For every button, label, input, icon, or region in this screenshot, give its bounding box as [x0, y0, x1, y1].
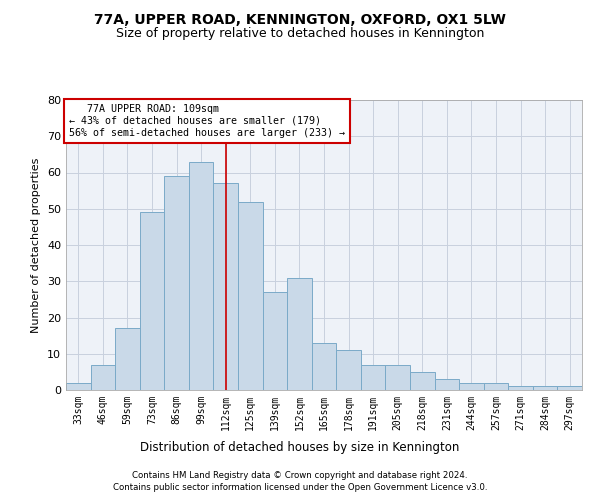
Text: Contains public sector information licensed under the Open Government Licence v3: Contains public sector information licen… — [113, 483, 487, 492]
Bar — [385, 364, 410, 390]
Text: 77A, UPPER ROAD, KENNINGTON, OXFORD, OX1 5LW: 77A, UPPER ROAD, KENNINGTON, OXFORD, OX1… — [94, 12, 506, 26]
Bar — [140, 212, 164, 390]
Bar — [484, 383, 508, 390]
Bar — [312, 343, 336, 390]
Bar — [287, 278, 312, 390]
Text: Contains HM Land Registry data © Crown copyright and database right 2024.: Contains HM Land Registry data © Crown c… — [132, 472, 468, 480]
Bar — [91, 364, 115, 390]
Bar — [214, 184, 238, 390]
Bar — [533, 386, 557, 390]
Bar — [164, 176, 189, 390]
Text: Distribution of detached houses by size in Kennington: Distribution of detached houses by size … — [140, 441, 460, 454]
Bar — [557, 386, 582, 390]
Bar — [115, 328, 140, 390]
Bar — [263, 292, 287, 390]
Bar — [336, 350, 361, 390]
Bar — [361, 364, 385, 390]
Bar — [410, 372, 434, 390]
Bar — [189, 162, 214, 390]
Bar — [508, 386, 533, 390]
Bar — [66, 383, 91, 390]
Text: Size of property relative to detached houses in Kennington: Size of property relative to detached ho… — [116, 28, 484, 40]
Text: 77A UPPER ROAD: 109sqm
← 43% of detached houses are smaller (179)
56% of semi-de: 77A UPPER ROAD: 109sqm ← 43% of detached… — [68, 104, 344, 138]
Y-axis label: Number of detached properties: Number of detached properties — [31, 158, 41, 332]
Bar — [238, 202, 263, 390]
Bar — [459, 383, 484, 390]
Bar — [434, 379, 459, 390]
